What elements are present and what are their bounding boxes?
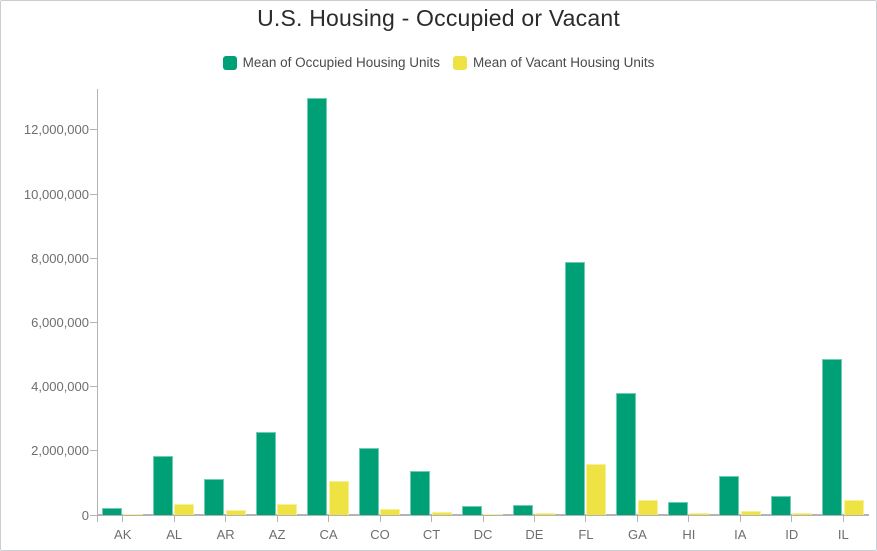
- x-axis-label-id: ID: [785, 527, 799, 542]
- bar-vacant-az[interactable]: [277, 504, 298, 515]
- x-axis-label-ct: CT: [422, 527, 441, 542]
- legend-swatch-occupied-icon: [222, 55, 237, 70]
- y-tick-label: 10,000,000: [23, 186, 89, 202]
- legend-label-vacant: Mean of Vacant Housing Units: [473, 55, 655, 70]
- bar-occupied-ar[interactable]: [204, 478, 225, 515]
- x-axis-tick: [122, 515, 124, 522]
- bar-occupied-il[interactable]: [822, 359, 843, 515]
- bar-occupied-ia[interactable]: [719, 475, 740, 515]
- y-tick-label: 6,000,000: [31, 314, 89, 330]
- bar-occupied-al[interactable]: [152, 455, 173, 515]
- bar-occupied-ca[interactable]: [307, 97, 328, 515]
- x-axis-label-de: DE: [525, 527, 544, 542]
- x-axis-tick: [533, 515, 535, 522]
- bar-occupied-ct[interactable]: [410, 471, 431, 515]
- x-axis-tick: [842, 515, 844, 522]
- y-tick-label: 8,000,000: [31, 250, 89, 266]
- page-title: U.S. Housing - Occupied or Vacant: [257, 5, 620, 31]
- bar-vacant-de[interactable]: [534, 512, 555, 515]
- bar-vacant-co[interactable]: [380, 508, 401, 515]
- x-axis-label-hi: HI: [682, 527, 696, 542]
- bar-vacant-hi[interactable]: [689, 513, 710, 515]
- bar-vacant-ca[interactable]: [328, 480, 349, 515]
- x-axis-tick: [739, 515, 741, 522]
- x-axis-tick: [379, 515, 381, 522]
- x-axis-tick: [791, 515, 793, 522]
- y-axis-tick: [90, 450, 97, 452]
- bar-vacant-il[interactable]: [843, 500, 864, 515]
- x-axis-label-co: CO: [370, 527, 390, 542]
- x-axis-label-al: AL: [166, 527, 183, 542]
- bar-vacant-fl[interactable]: [586, 464, 607, 515]
- x-axis-tick: [276, 515, 278, 522]
- x-axis-label-az: AZ: [268, 527, 286, 542]
- bar-occupied-id[interactable]: [770, 495, 791, 515]
- x-axis-label-ca: CA: [319, 527, 338, 542]
- x-axis-tick: [636, 515, 638, 522]
- bar-vacant-al[interactable]: [174, 504, 195, 515]
- y-axis-line: [97, 89, 98, 522]
- bar-vacant-id[interactable]: [792, 512, 813, 515]
- x-axis-tick: [585, 515, 587, 522]
- x-axis-tick: [688, 515, 690, 522]
- y-axis-tick: [90, 386, 97, 388]
- x-axis-label-dc: DC: [473, 527, 493, 542]
- y-axis-tick: [90, 321, 97, 323]
- bar-vacant-ar[interactable]: [225, 509, 246, 515]
- y-axis-tick: [90, 257, 97, 259]
- legend-label-occupied: Mean of Occupied Housing Units: [242, 55, 440, 70]
- bar-vacant-ct[interactable]: [431, 511, 452, 515]
- bar-occupied-hi[interactable]: [667, 501, 688, 515]
- bar-occupied-de[interactable]: [513, 504, 534, 515]
- x-axis-line: [97, 514, 869, 516]
- x-axis-label-ga: GA: [627, 527, 647, 542]
- x-axis-tick: [173, 515, 175, 522]
- x-axis-label-il: IL: [837, 527, 849, 542]
- x-axis-tick: [431, 515, 433, 522]
- bar-vacant-ia[interactable]: [740, 510, 761, 515]
- chart-legend: Mean of Occupied Housing Units Mean of V…: [1, 55, 876, 70]
- bar-occupied-fl[interactable]: [564, 262, 585, 515]
- x-axis-tick: [328, 515, 330, 522]
- x-axis-label-ia: IA: [734, 527, 747, 542]
- bar-vacant-ak[interactable]: [123, 513, 143, 515]
- legend-item-occupied[interactable]: Mean of Occupied Housing Units: [222, 55, 440, 70]
- bar-occupied-co[interactable]: [358, 448, 379, 515]
- bar-vacant-dc[interactable]: [483, 514, 504, 515]
- x-axis-label-fl: FL: [578, 527, 594, 542]
- y-tick-label: 0: [81, 507, 89, 523]
- y-axis-tick: [90, 193, 97, 195]
- y-tick-label: 12,000,000: [23, 122, 89, 138]
- y-axis-tick: [90, 514, 97, 516]
- bar-occupied-dc[interactable]: [461, 506, 482, 515]
- bar-occupied-ak[interactable]: [101, 507, 122, 515]
- y-axis-tick: [90, 129, 97, 131]
- x-axis-tick: [225, 515, 227, 522]
- bar-occupied-az[interactable]: [255, 432, 276, 515]
- x-axis-label-ar: AR: [216, 527, 235, 542]
- y-tick-label: 2,000,000: [31, 443, 89, 459]
- bar-vacant-ga[interactable]: [637, 500, 658, 515]
- legend-swatch-vacant-icon: [453, 55, 467, 70]
- x-axis-tick: [482, 515, 484, 522]
- y-tick-label: 4,000,000: [31, 379, 89, 395]
- legend-item-vacant[interactable]: Mean of Vacant Housing Units: [453, 55, 654, 70]
- x-axis-label-ak: AK: [114, 527, 132, 542]
- bar-occupied-ga[interactable]: [616, 393, 637, 515]
